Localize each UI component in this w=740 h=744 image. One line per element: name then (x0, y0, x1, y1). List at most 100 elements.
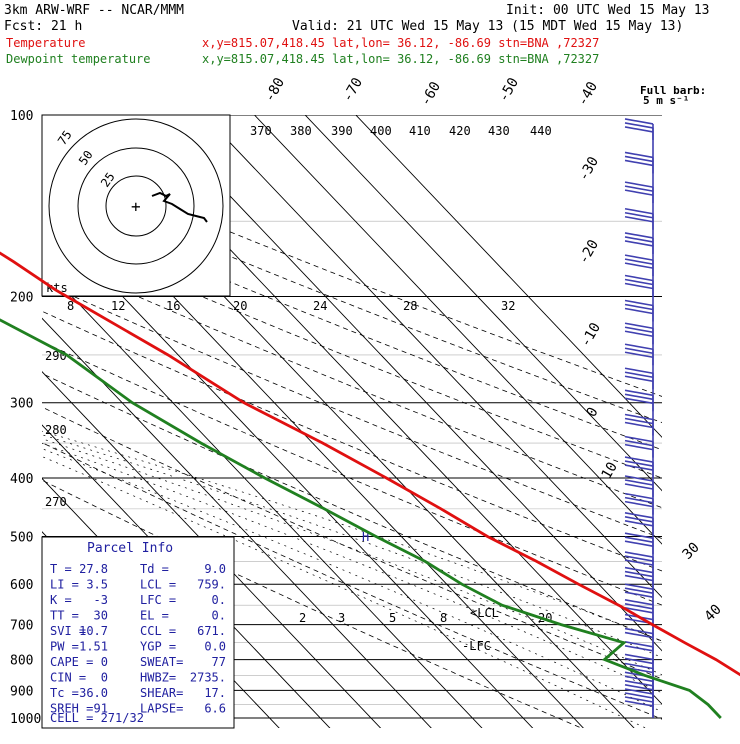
wind-barb-flag (624, 371, 654, 379)
wind-barb-flag (624, 599, 654, 606)
wind-barbs (624, 118, 654, 718)
isotherm-line (253, 115, 662, 545)
wind-barb-flag (624, 236, 654, 243)
hodograph-ring-label-50: 50 (76, 148, 96, 168)
pressure-tick-label: 100 (10, 109, 33, 124)
wind-barb-flag (624, 675, 654, 683)
mixing-ratio-low-label: 3 (338, 611, 345, 625)
wind-barb-flag (624, 653, 654, 661)
parcel-info-cell: Td = (140, 562, 169, 576)
wind-barb-flag (624, 555, 654, 562)
wind-barb-flag (624, 330, 654, 338)
theta-e-label: 390 (331, 124, 353, 138)
dry-adiabat-line (42, 442, 662, 720)
pressure-tick-label: 900 (10, 684, 33, 699)
dry-adiabat-line (42, 310, 662, 572)
parcel-info-cell: 671. (197, 624, 226, 638)
wind-barb-flag (624, 551, 654, 558)
moist-adiabat-line (42, 430, 662, 642)
wind-barb-flag (624, 536, 654, 543)
wind-barb-flag (624, 696, 654, 703)
pressure-tick-label: 200 (10, 291, 33, 306)
parcel-info-cell: 9.0 (204, 562, 226, 576)
parcel-info-cell: PW = (50, 640, 79, 654)
wind-barb-flag (624, 421, 654, 429)
wind-barb-flag (624, 215, 654, 223)
hodograph-trace (151, 191, 208, 223)
wind-barb-flag (624, 397, 654, 405)
forecast-hour: Fcst: 21 h (4, 19, 82, 34)
wind-barb-flag (624, 603, 654, 610)
sounding-profiles (0, 251, 740, 719)
h-marker: H (362, 530, 369, 544)
pressure-tick-label: 500 (10, 530, 33, 545)
hodograph-center-icon: + (131, 197, 141, 216)
parcel-info-cell: 0. (212, 609, 226, 623)
theta-e-label: 420 (449, 124, 471, 138)
wind-barb-flag (624, 456, 654, 463)
wind-barb-flag (624, 540, 654, 547)
isotherm-line (42, 210, 534, 728)
parcel-info-cell: K = (50, 593, 72, 607)
mixing-ratio-label: 16 (166, 299, 180, 313)
parcel-info-cell: SVI = (50, 624, 86, 638)
wind-barb-flag (624, 443, 654, 451)
wind-barb-flag (624, 566, 654, 574)
wind-barb-flag (624, 435, 654, 443)
parcel-info-cell: 91 (94, 702, 108, 716)
wind-barb-flag (624, 232, 654, 239)
wind-barb-flag (624, 413, 654, 421)
parcel-info-title: Parcel Info (87, 541, 173, 556)
wind-barb-flag (624, 282, 654, 290)
parcel-info-cell: 10.7 (79, 624, 108, 638)
wind-barb-flag (624, 532, 654, 539)
mixing-ratio-low-label: 8 (440, 611, 447, 625)
pressure-tick-label: 800 (10, 654, 33, 669)
mixing-ratio-label: 32 (501, 299, 515, 313)
isotherm-label: -20 (576, 237, 603, 267)
pressure-tick-label: 600 (10, 578, 33, 593)
wind-barb-flag (624, 122, 654, 129)
wind-barb-flag (624, 516, 654, 523)
theta-e-label: 410 (409, 124, 431, 138)
dry-adiabat-line (42, 201, 662, 451)
wind-barb-flag (624, 439, 654, 447)
parcel-info-cell: LFC = (140, 593, 176, 607)
dewpoint-legend: Dewpoint temperature (6, 52, 151, 66)
parcel-info-panel: Parcel Info T = 27.8 Td = 9.0 LI = 3.5 LCL = 75… (41, 536, 235, 729)
isotherm-line (42, 264, 483, 728)
wind-barb-flag (624, 500, 654, 508)
wind-barb-flag (624, 126, 654, 133)
wind-barb-flag (624, 700, 654, 707)
hodograph-units: kts (46, 281, 68, 295)
dry-adiabat-line (42, 341, 662, 606)
barb-legend-title: Full barb: (640, 84, 706, 97)
wind-barb-flag (624, 607, 654, 614)
temperature-legend: Temperature (6, 36, 85, 50)
parcel-info-cell: 1.51 (79, 640, 108, 654)
isotherm-label: -70 (340, 75, 367, 105)
wind-barb-flag (624, 583, 654, 590)
mixing-ratio-label: 20 (233, 299, 247, 313)
parcel-info-cell: 0. (212, 593, 226, 607)
wind-barb-flag (624, 570, 654, 578)
isotherm-line (42, 371, 382, 728)
wind-barb-flag (624, 303, 654, 311)
wind-barb-flag (624, 151, 654, 159)
parcel-info-cell: YGP = (140, 640, 176, 654)
dewpoint-profile-line (0, 318, 722, 719)
parcel-info-cell: 30 (94, 609, 108, 623)
parcel-info-box (41, 536, 235, 729)
parcel-info-cell: CCL = (140, 624, 176, 638)
isotherm-label: -60 (418, 79, 445, 109)
parcel-info-cell: CAPE = (50, 655, 93, 669)
wind-barb-flag (624, 185, 654, 192)
wind-barb-flag (624, 274, 654, 282)
temperature-profile-line (0, 251, 740, 677)
temperature-point-info: x,y=815.07,418.45 lat,lon= 36.12, -86.69… (202, 36, 599, 50)
wind-barb-flag (624, 641, 654, 648)
isotherm-label: 30 (680, 540, 703, 563)
wind-barb-flag (624, 299, 654, 307)
